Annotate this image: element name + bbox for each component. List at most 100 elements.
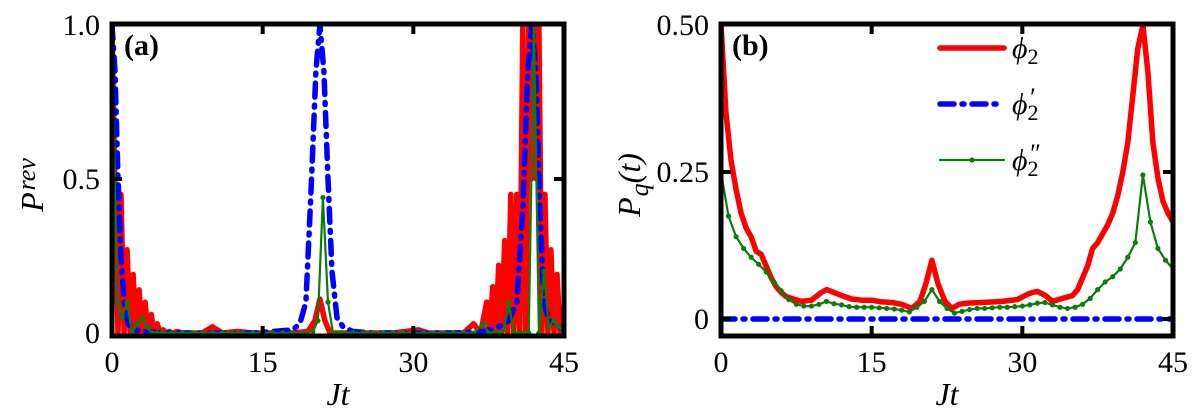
data-marker [906, 309, 912, 315]
data-marker [838, 302, 845, 308]
svg-text:Prev: Prev [12, 158, 50, 213]
data-marker [997, 304, 1003, 310]
x-tick-label: 15 [857, 346, 887, 379]
data-marker [778, 288, 784, 294]
svg-text:Pq(t): Pq(t) [611, 153, 654, 218]
data-marker [823, 298, 830, 304]
data-marker [854, 304, 860, 310]
data-marker [1057, 304, 1063, 310]
data-marker [756, 261, 762, 267]
data-marker [884, 305, 890, 312]
data-marker [846, 304, 852, 310]
y-tick-label: 0.5 [63, 163, 101, 196]
y-tick-label: 0.25 [657, 156, 710, 189]
data-marker [1027, 302, 1033, 308]
panel-a-ylabel: Prev [12, 158, 50, 213]
panel-b-series [721, 24, 1173, 322]
data-marker [944, 305, 950, 312]
x-tick-label: 15 [248, 346, 278, 379]
data-marker [144, 324, 150, 330]
data-marker [801, 303, 807, 309]
data-marker [1147, 219, 1153, 225]
data-marker [1132, 239, 1138, 246]
data-marker [914, 304, 920, 310]
data-marker [481, 321, 487, 327]
data-marker [1117, 266, 1123, 272]
data-marker [929, 287, 935, 293]
x-tick-label: 45 [549, 346, 579, 379]
data-marker [1064, 305, 1071, 312]
data-marker [1155, 245, 1161, 252]
data-marker [725, 213, 732, 219]
data-marker [1080, 301, 1086, 307]
panel-b-legend: ϕ2 ϕ2′ ϕ2″ [937, 32, 1041, 181]
panel-a-label: (a) [124, 29, 159, 62]
data-marker [1004, 304, 1010, 310]
data-marker [869, 304, 875, 310]
data-marker [1102, 279, 1108, 285]
data-marker [325, 299, 331, 305]
data-marker [891, 306, 897, 312]
x-tick-label: 0 [714, 346, 729, 379]
data-marker [786, 296, 792, 303]
x-tick-label: 0 [105, 346, 120, 379]
data-marker [936, 298, 943, 304]
data-marker [501, 327, 507, 333]
data-marker [1019, 303, 1025, 309]
panel-b-label: (b) [732, 29, 769, 62]
panel-a-plot: (a) 0 15 30 45 0 0.5 1.0 Jt Prev [12, 9, 579, 412]
y-tick-label: 0.50 [657, 9, 710, 42]
data-marker [1125, 254, 1131, 260]
y-tick-label: 1.0 [63, 9, 101, 42]
legend-marker [969, 157, 975, 163]
data-marker [310, 328, 316, 335]
data-marker [733, 234, 739, 240]
data-marker [763, 269, 769, 275]
data-marker [808, 303, 815, 309]
panel-b-ylabel-main: P [611, 197, 647, 218]
panel-a-series [112, 24, 564, 336]
data-marker [1042, 299, 1048, 306]
data-marker [1140, 172, 1146, 178]
panel-b-frame [718, 21, 1176, 339]
data-marker [139, 315, 145, 321]
data-marker [816, 301, 822, 307]
data-marker [748, 254, 754, 260]
x-tick-label: 45 [1158, 346, 1188, 379]
data-marker [1012, 304, 1018, 310]
data-marker [982, 305, 988, 312]
data-marker [1072, 304, 1078, 310]
data-marker [541, 268, 547, 274]
data-marker [1110, 274, 1116, 280]
data-marker [114, 299, 120, 305]
data-marker [959, 308, 965, 314]
legend-entry-label: ϕ2 [1012, 32, 1039, 69]
legend-entry-label: ϕ2′ [1012, 83, 1039, 125]
data-marker [771, 279, 777, 285]
data-marker [951, 310, 958, 316]
panel-b-ylabel-suffix: (t) [611, 153, 647, 183]
panel-b-ylabel-sub: q [625, 183, 654, 196]
data-marker [861, 304, 867, 310]
panel-a-tick-labels: 0 15 30 45 0 0.5 1.0 [63, 9, 580, 379]
data-marker [876, 305, 882, 311]
y-tick-label: 0 [85, 317, 100, 350]
data-marker [831, 301, 837, 307]
x-tick-label: 30 [398, 346, 428, 379]
data-marker [974, 305, 980, 312]
panel-a-xlabel: Jt [326, 376, 350, 412]
data-marker [793, 301, 799, 307]
data-marker [551, 318, 557, 324]
data-marker [556, 324, 562, 330]
data-marker [1095, 287, 1101, 293]
data-marker [1162, 257, 1169, 263]
series-phi-2 [721, 24, 1173, 312]
data-marker [124, 299, 130, 305]
legend-entry-label: ϕ2″ [1012, 139, 1041, 181]
data-marker [1034, 300, 1040, 306]
series-phi-2-prime [112, 24, 564, 336]
panel-a-ylabel-main: P [14, 192, 50, 213]
panel-a-ticks [112, 24, 564, 336]
data-marker [1049, 302, 1056, 308]
